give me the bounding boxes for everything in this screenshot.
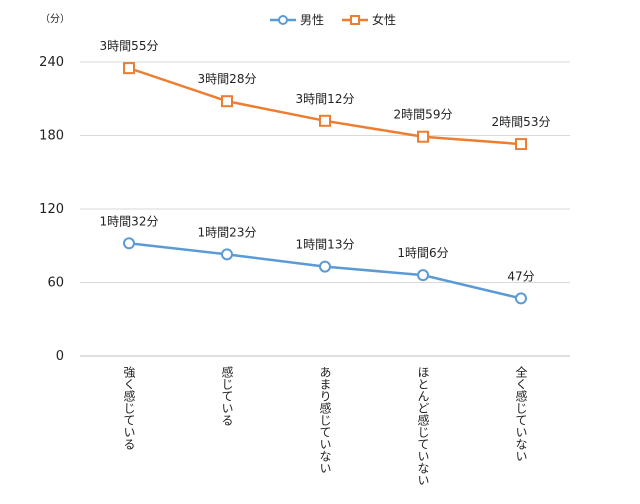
data-label: 1時間32分 xyxy=(100,214,159,228)
legend-marker-1 xyxy=(350,15,360,25)
data-point xyxy=(221,248,233,261)
data-point xyxy=(515,292,527,305)
x-category-label: 全く感じていない xyxy=(514,365,528,462)
y-tick-label: 0 xyxy=(56,349,64,364)
data-point xyxy=(319,260,331,273)
data-label: 3時間55分 xyxy=(100,39,159,53)
legend-marker-0 xyxy=(278,15,288,25)
data-label: 2時間53分 xyxy=(492,115,551,129)
y-tick-label: 120 xyxy=(39,202,64,217)
data-point xyxy=(123,237,135,250)
y-tick-label: 240 xyxy=(39,55,64,70)
data-point xyxy=(417,130,429,143)
series-line-1 xyxy=(128,66,522,146)
x-category-label: 感じている xyxy=(220,365,234,426)
data-point xyxy=(123,62,135,75)
data-label: 2時間59分 xyxy=(394,108,453,122)
data-label: 3時間28分 xyxy=(198,72,257,86)
x-category-label: 強く感じている xyxy=(122,366,136,450)
data-label: 1時間13分 xyxy=(296,238,355,252)
data-point xyxy=(319,114,331,127)
data-label: 47分 xyxy=(507,269,534,283)
data-label: 1時間23分 xyxy=(198,225,257,239)
legend-entry-0: 男性 xyxy=(300,13,324,27)
data-point xyxy=(417,269,429,282)
legend-entry-1: 女性 xyxy=(372,12,396,27)
data-label: 3時間12分 xyxy=(296,92,355,106)
x-category-label: あまり感じていない xyxy=(318,366,332,474)
data-label: 1時間6分 xyxy=(397,246,448,260)
x-category-label: ほとんど感じていない xyxy=(416,366,430,486)
data-point xyxy=(515,138,527,151)
y-tick-label: 60 xyxy=(47,276,64,291)
y-tick-label: 180 xyxy=(39,129,64,144)
data-point xyxy=(221,95,233,108)
y-axis-unit: （分） xyxy=(40,13,70,25)
